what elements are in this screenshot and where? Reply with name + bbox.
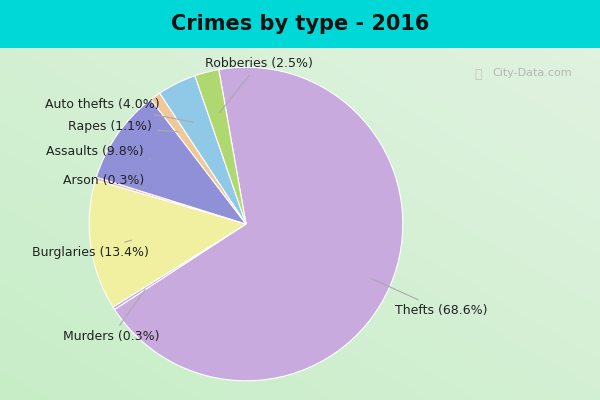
Wedge shape [115,67,403,381]
Text: Murders (0.3%): Murders (0.3%) [63,290,160,343]
Text: Thefts (68.6%): Thefts (68.6%) [371,278,487,317]
Text: Arson (0.3%): Arson (0.3%) [63,174,144,190]
Text: Burglaries (13.4%): Burglaries (13.4%) [32,240,149,259]
Text: Auto thefts (4.0%): Auto thefts (4.0%) [45,98,193,122]
Wedge shape [95,177,246,224]
Wedge shape [160,76,246,224]
Wedge shape [89,180,246,307]
Wedge shape [97,99,246,224]
Text: Crimes by type - 2016: Crimes by type - 2016 [171,14,429,34]
Text: City-Data.com: City-Data.com [492,68,572,78]
Wedge shape [113,224,246,310]
Text: Assaults (9.8%): Assaults (9.8%) [46,145,151,159]
Wedge shape [195,70,246,224]
Wedge shape [151,93,246,224]
Text: ⓘ: ⓘ [474,68,482,81]
Text: Robberies (2.5%): Robberies (2.5%) [205,57,313,112]
Text: Rapes (1.1%): Rapes (1.1%) [68,120,178,133]
